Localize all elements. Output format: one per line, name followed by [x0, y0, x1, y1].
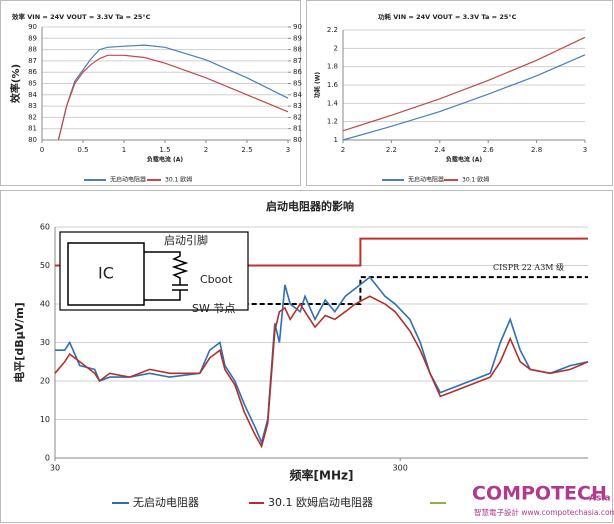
- y2-tick-label: 88: [293, 46, 302, 54]
- legend-label: 30.1 欧姆启动电阻器: [268, 495, 373, 509]
- y2-tick-label: 83: [293, 102, 302, 110]
- pin-label: 启动引脚: [164, 233, 208, 247]
- x-tick-label: 3: [286, 146, 290, 154]
- y-tick-label: 40: [40, 300, 50, 309]
- y-tick-label: 1.4: [327, 99, 339, 107]
- x-tick-label: 2.6: [483, 146, 495, 154]
- series-line: [57, 54, 289, 141]
- y-tick-label: 86: [28, 68, 37, 76]
- y2-tick-label: 82: [293, 113, 302, 121]
- y2-tick-label: 90: [293, 23, 302, 31]
- panel: [0, 0, 301, 186]
- chart-title: 效率 VIN = 24V VOUT = 3.3V Ta = 25°C: [12, 12, 151, 21]
- y-tick-label: 82: [28, 113, 37, 121]
- logo-suffix: Asia: [589, 494, 610, 504]
- y-tick-label: 84: [28, 91, 37, 99]
- x-tick-label: 2.4: [434, 146, 446, 154]
- node-label: SW 节点: [192, 302, 235, 315]
- y-tick-label: 60: [40, 223, 50, 232]
- panel: [306, 0, 613, 186]
- x-tick-label: 30: [50, 464, 60, 473]
- y2-tick-label: 80: [293, 136, 302, 144]
- y2-tick-label: 85: [293, 80, 302, 88]
- wire: [144, 290, 181, 301]
- series-line: [342, 54, 586, 141]
- y-tick-label: 83: [28, 102, 37, 110]
- y-tick-label: 81: [28, 125, 37, 133]
- y-tick-label: 87: [28, 57, 37, 65]
- series-line: [55, 275, 589, 446]
- y2-tick-label: 81: [293, 125, 302, 133]
- legend-label: 无启动电阻器: [408, 176, 444, 184]
- x-axis-label: 频率[MHz]: [290, 468, 354, 483]
- y-tick-label: 10: [40, 415, 50, 424]
- x-tick-label: 300: [393, 464, 408, 473]
- series-line: [54, 295, 589, 449]
- legend-label: 30.1 欧姆: [462, 176, 489, 184]
- y-tick-label: 2.2: [327, 26, 338, 34]
- y2-tick-label: 87: [293, 57, 302, 65]
- y2-tick-label: 89: [293, 34, 302, 42]
- x-tick-label: 1.5: [159, 146, 170, 154]
- y-tick-label: 80: [28, 136, 37, 144]
- ic-box: [67, 242, 145, 306]
- x-tick-label: 2.5: [241, 146, 252, 154]
- x-axis-label: 负载电流 (A): [446, 156, 482, 164]
- ic-label: IC: [98, 264, 114, 283]
- y-tick-label: 1.8: [327, 63, 338, 71]
- y-tick-label: 50: [40, 261, 50, 270]
- cap-label: Cboot: [200, 273, 233, 286]
- annotation: CISPR 22 A3M 级: [493, 262, 564, 272]
- limit-line: [219, 276, 588, 305]
- logo-name: COMPOTECH: [472, 483, 607, 505]
- logo-tagline: 智慧電子設計 www.compotechasia.com: [474, 507, 614, 517]
- y-axis-label: 功耗 (W): [314, 72, 322, 98]
- series-line: [57, 44, 289, 141]
- x-tick-label: 0: [40, 146, 44, 154]
- x-tick-label: 2: [204, 146, 208, 154]
- x-tick-label: 0.5: [77, 146, 88, 154]
- y2-tick-label: 84: [293, 91, 302, 99]
- y-tick-label: 89: [28, 34, 37, 42]
- x-tick-label: 1: [122, 146, 126, 154]
- y-tick-label: 1.6: [327, 81, 339, 89]
- x-tick-label: 2.2: [386, 146, 397, 154]
- legend-label: 无启动电阻器: [110, 176, 146, 184]
- y-tick-label: 1: [334, 136, 338, 144]
- y-tick-label: 30: [40, 338, 50, 347]
- y-tick-label: 90: [28, 23, 37, 31]
- y-axis-label: 电平[dBμV/m]: [12, 302, 26, 382]
- y-tick-label: 2: [334, 44, 338, 52]
- legend-label: 30.1 欧姆: [165, 176, 192, 184]
- x-tick-label: 2.8: [531, 146, 542, 154]
- resistor: [144, 251, 189, 285]
- chart-title: 启动电阻器的影响: [266, 199, 354, 213]
- y-tick-label: 0: [45, 454, 50, 463]
- inset-diagram: IC 启动引脚 Cboot SW 节点: [59, 231, 249, 315]
- x-tick-label: 2: [341, 146, 345, 154]
- chart-title: 功耗 VIN = 24V VOUT = 3.3V Ta = 25°C: [378, 12, 517, 21]
- y-tick-label: 88: [28, 46, 37, 54]
- y2-tick-label: 86: [293, 68, 302, 76]
- y-tick-label: 85: [28, 80, 37, 88]
- series-line: [342, 36, 586, 132]
- y-tick-label: 20: [40, 377, 50, 386]
- legend-label: 无启动电阻器: [133, 496, 199, 509]
- x-tick-label: 3: [583, 146, 587, 154]
- y-tick-label: 1.2: [327, 118, 338, 126]
- x-axis-label: 负载电流 (A): [147, 156, 183, 164]
- y-axis-label: 效率(%): [9, 64, 22, 103]
